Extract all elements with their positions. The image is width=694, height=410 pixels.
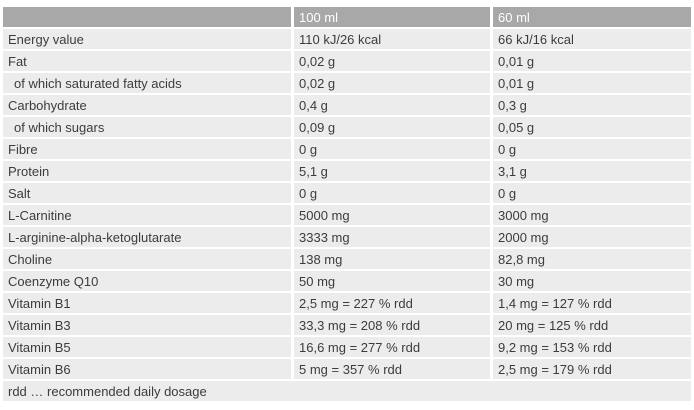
row-label: Vitamin B3	[3, 315, 291, 335]
header-empty-cell	[3, 7, 291, 27]
row-value-60ml: 82,8 mg	[493, 249, 691, 269]
row-value-60ml: 3,1 g	[493, 161, 691, 181]
nutrition-table: 100 ml 60 ml Energy value 110 kJ/26 kcal 6…	[0, 5, 694, 403]
row-value-60ml: 3000 mg	[493, 205, 691, 225]
footnote-row: rdd … recommended daily dosage	[3, 381, 691, 401]
row-value-100ml: 0,09 g	[294, 117, 490, 137]
table-row: Vitamin B6 5 mg = 357 % rdd 2,5 mg = 179 %…	[3, 359, 691, 379]
row-label: Vitamin B1	[3, 293, 291, 313]
row-label: Salt	[3, 183, 291, 203]
table-row: Vitamin B1 2,5 mg = 227 % rdd 1,4 mg = 127…	[3, 293, 691, 313]
header-100ml: 100 ml	[294, 7, 490, 27]
table-row: Carbohydrate 0,4 g 0,3 g	[3, 95, 691, 115]
table-row: Energy value 110 kJ/26 kcal 66 kJ/16 kcal	[3, 29, 691, 49]
footnote-text: rdd … recommended daily dosage	[3, 381, 691, 401]
row-label: Coenzyme Q10	[3, 271, 291, 291]
row-value-100ml: 110 kJ/26 kcal	[294, 29, 490, 49]
row-value-100ml: 0 g	[294, 183, 490, 203]
row-label: of which saturated fatty acids	[3, 73, 291, 93]
table-row: Coenzyme Q10 50 mg 30 mg	[3, 271, 691, 291]
row-value-60ml: 9,2 mg = 153 % rdd	[493, 337, 691, 357]
row-value-100ml: 33,3 mg = 208 % rdd	[294, 315, 490, 335]
row-value-100ml: 138 mg	[294, 249, 490, 269]
row-value-100ml: 5000 mg	[294, 205, 490, 225]
row-label: of which sugars	[3, 117, 291, 137]
row-value-60ml: 0,01 g	[493, 73, 691, 93]
row-label: L-Carnitine	[3, 205, 291, 225]
row-value-60ml: 1,4 mg = 127 % rdd	[493, 293, 691, 313]
table-row: of which saturated fatty acids 0,02 g 0,01…	[3, 73, 691, 93]
row-value-100ml: 5,1 g	[294, 161, 490, 181]
row-value-60ml: 0 g	[493, 139, 691, 159]
row-label: Energy value	[3, 29, 291, 49]
row-value-60ml: 2000 mg	[493, 227, 691, 247]
row-label: Choline	[3, 249, 291, 269]
row-value-60ml: 0,3 g	[493, 95, 691, 115]
row-label: Protein	[3, 161, 291, 181]
table-row: Vitamin B3 33,3 mg = 208 % rdd 20 mg = 125…	[3, 315, 691, 335]
row-label: Fat	[3, 51, 291, 71]
row-value-60ml: 2,5 mg = 179 % rdd	[493, 359, 691, 379]
row-value-60ml: 0 g	[493, 183, 691, 203]
table-row: L-Carnitine 5000 mg 3000 mg	[3, 205, 691, 225]
row-value-100ml: 5 mg = 357 % rdd	[294, 359, 490, 379]
row-value-100ml: 3333 mg	[294, 227, 490, 247]
row-value-60ml: 0,01 g	[493, 51, 691, 71]
table-row: of which sugars 0,09 g 0,05 g	[3, 117, 691, 137]
table-body: Energy value 110 kJ/26 kcal 66 kJ/16 kcal F…	[3, 29, 691, 379]
row-value-60ml: 20 mg = 125 % rdd	[493, 315, 691, 335]
row-label: Carbohydrate	[3, 95, 291, 115]
table-row: Vitamin B5 16,6 mg = 277 % rdd 9,2 mg = 15…	[3, 337, 691, 357]
row-value-60ml: 66 kJ/16 kcal	[493, 29, 691, 49]
row-label: Vitamin B5	[3, 337, 291, 357]
table-row: L-arginine-alpha-ketoglutarate 3333 mg 200…	[3, 227, 691, 247]
row-value-100ml: 50 mg	[294, 271, 490, 291]
header-row: 100 ml 60 ml	[3, 7, 691, 27]
row-label: Vitamin B6	[3, 359, 291, 379]
row-value-60ml: 0,05 g	[493, 117, 691, 137]
row-value-100ml: 0 g	[294, 139, 490, 159]
header-60ml: 60 ml	[493, 7, 691, 27]
table-row: Choline 138 mg 82,8 mg	[3, 249, 691, 269]
row-value-60ml: 30 mg	[493, 271, 691, 291]
table-row: Fat 0,02 g 0,01 g	[3, 51, 691, 71]
row-label: L-arginine-alpha-ketoglutarate	[3, 227, 291, 247]
row-label: Fibre	[3, 139, 291, 159]
row-value-100ml: 0,4 g	[294, 95, 490, 115]
table-row: Protein 5,1 g 3,1 g	[3, 161, 691, 181]
row-value-100ml: 0,02 g	[294, 51, 490, 71]
row-value-100ml: 2,5 mg = 227 % rdd	[294, 293, 490, 313]
row-value-100ml: 16,6 mg = 277 % rdd	[294, 337, 490, 357]
row-value-100ml: 0,02 g	[294, 73, 490, 93]
